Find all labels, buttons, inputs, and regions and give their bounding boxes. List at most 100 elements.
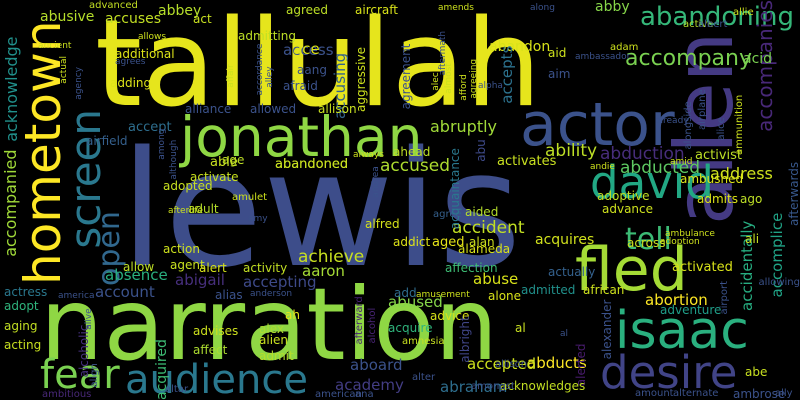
word-abby: abby xyxy=(595,0,630,15)
word-actor: actor xyxy=(520,90,675,160)
word-albright: albright xyxy=(458,316,472,363)
word-david: david xyxy=(590,156,714,209)
word-abusive: abusive xyxy=(40,9,95,25)
word-activist: activist xyxy=(695,148,742,163)
word-affection: affection xyxy=(445,261,498,275)
word-alive: alive xyxy=(84,308,94,330)
word-adult: adult xyxy=(188,202,219,216)
word-aircraft: aircraft xyxy=(355,3,398,17)
word-agreement: agreement xyxy=(399,43,413,110)
word-addict: addict xyxy=(393,235,431,249)
word-ability: ability xyxy=(545,141,598,161)
word-align: align xyxy=(89,363,100,388)
word-accepting: accepting xyxy=(243,273,317,291)
word-absence: absence xyxy=(105,266,168,284)
word-ambushed: ambushed xyxy=(680,172,744,186)
word-tell: tell xyxy=(625,222,672,257)
word-albert: albert xyxy=(698,19,728,30)
word-amongst: amongst xyxy=(471,381,515,392)
word-activated: activated xyxy=(672,260,733,275)
word-additional: additional xyxy=(115,47,175,61)
word-accept: accept xyxy=(128,120,172,135)
word-ally: ally xyxy=(775,388,793,399)
word-although: although xyxy=(169,139,179,180)
word-abandoning: abandoning xyxy=(640,2,794,32)
word-accident: accident xyxy=(452,218,525,238)
word-activates: activates xyxy=(497,154,557,169)
word-ah: ah xyxy=(285,308,300,322)
word-actually: actually xyxy=(548,265,596,279)
word-advice: advice xyxy=(430,309,470,323)
word-acid: acid xyxy=(743,51,773,67)
word-agreeing: agreeing xyxy=(469,58,479,99)
word-airfield: airfield xyxy=(86,134,128,148)
word-advanced: advanced xyxy=(89,0,138,11)
word-alan: alan xyxy=(469,235,495,249)
word-andrea: andrea xyxy=(371,166,381,198)
word-accepted: accepted xyxy=(467,355,537,373)
word-alex: alex xyxy=(259,322,284,336)
word-accuses: accuses xyxy=(105,11,162,27)
word-isaac: isaac xyxy=(615,301,749,361)
word-alien: alien xyxy=(259,333,289,347)
word-accordance: accordance xyxy=(255,43,265,96)
word-activity: activity xyxy=(243,261,288,275)
word-affair: affair xyxy=(226,64,236,88)
word-abruptly: abruptly xyxy=(430,117,498,136)
word-able: able xyxy=(210,155,238,170)
word-advance: advance xyxy=(602,202,654,216)
word-abuse: abuse xyxy=(473,270,519,288)
word-among: among xyxy=(157,128,167,160)
word-ambrose: ambrose xyxy=(733,387,786,400)
word-accompanied: accompanied xyxy=(1,149,20,257)
word-al: al xyxy=(515,321,526,335)
word-acting: acting xyxy=(4,338,42,352)
word-act: act xyxy=(193,12,212,26)
word-lewis: lewis xyxy=(120,116,522,303)
word-ago: ago xyxy=(740,192,763,206)
word-alexander: alexander xyxy=(600,299,614,360)
word-aim: aim xyxy=(548,67,571,81)
word-acquaintance: acquaintance xyxy=(448,148,462,230)
word-abducts: abducts xyxy=(527,354,587,372)
word-affect: affect xyxy=(193,343,228,357)
word-andie: andie xyxy=(590,162,615,172)
word-adoptive: adoptive xyxy=(597,189,650,203)
word-amends: amends xyxy=(438,3,474,13)
word-allison: allison xyxy=(318,102,357,116)
word-acknowledges: acknowledges xyxy=(500,379,586,393)
word-adoption: adoption xyxy=(660,237,700,247)
word-abused: abused xyxy=(388,293,443,311)
word-al: al xyxy=(560,329,569,339)
word-address: address xyxy=(710,164,773,183)
word-alec: alec xyxy=(431,72,441,91)
word-alert: alert xyxy=(199,261,227,275)
word-alias: alias xyxy=(215,288,243,302)
word-acknowledge: acknowledge xyxy=(2,36,21,142)
word-ambulance: ambulance xyxy=(665,229,715,239)
word-almost: almost xyxy=(444,63,454,94)
word-afterward: afterward xyxy=(354,296,365,345)
word-afterwards: afterwards xyxy=(787,161,800,226)
word-aged: aged xyxy=(432,235,465,250)
word-alter: alter xyxy=(412,372,436,383)
word-alliance: alliance xyxy=(185,102,232,116)
word-african: african xyxy=(583,283,625,297)
word-alpha: alpha xyxy=(478,81,503,91)
word-alley: alley xyxy=(265,66,275,88)
word-audience: audience xyxy=(125,357,308,400)
word-accused: accused xyxy=(380,156,450,176)
word-amnesia: amnesia xyxy=(402,336,445,347)
word-aboard: aboard xyxy=(350,356,403,374)
word-abigail: abigail xyxy=(175,271,225,289)
word-allowing: allowing xyxy=(758,277,800,288)
word-agrees: agrees xyxy=(115,57,146,67)
word-aging: aging xyxy=(4,319,38,333)
word-add: add xyxy=(394,286,417,300)
word-jonathan: jonathan xyxy=(180,105,423,169)
word-ana: ana xyxy=(355,389,374,400)
word-adding: adding xyxy=(110,76,152,90)
word-aggressive: aggressive xyxy=(354,47,368,112)
word-alfred: alfred xyxy=(365,217,400,231)
word-aaron: aaron xyxy=(302,262,345,280)
